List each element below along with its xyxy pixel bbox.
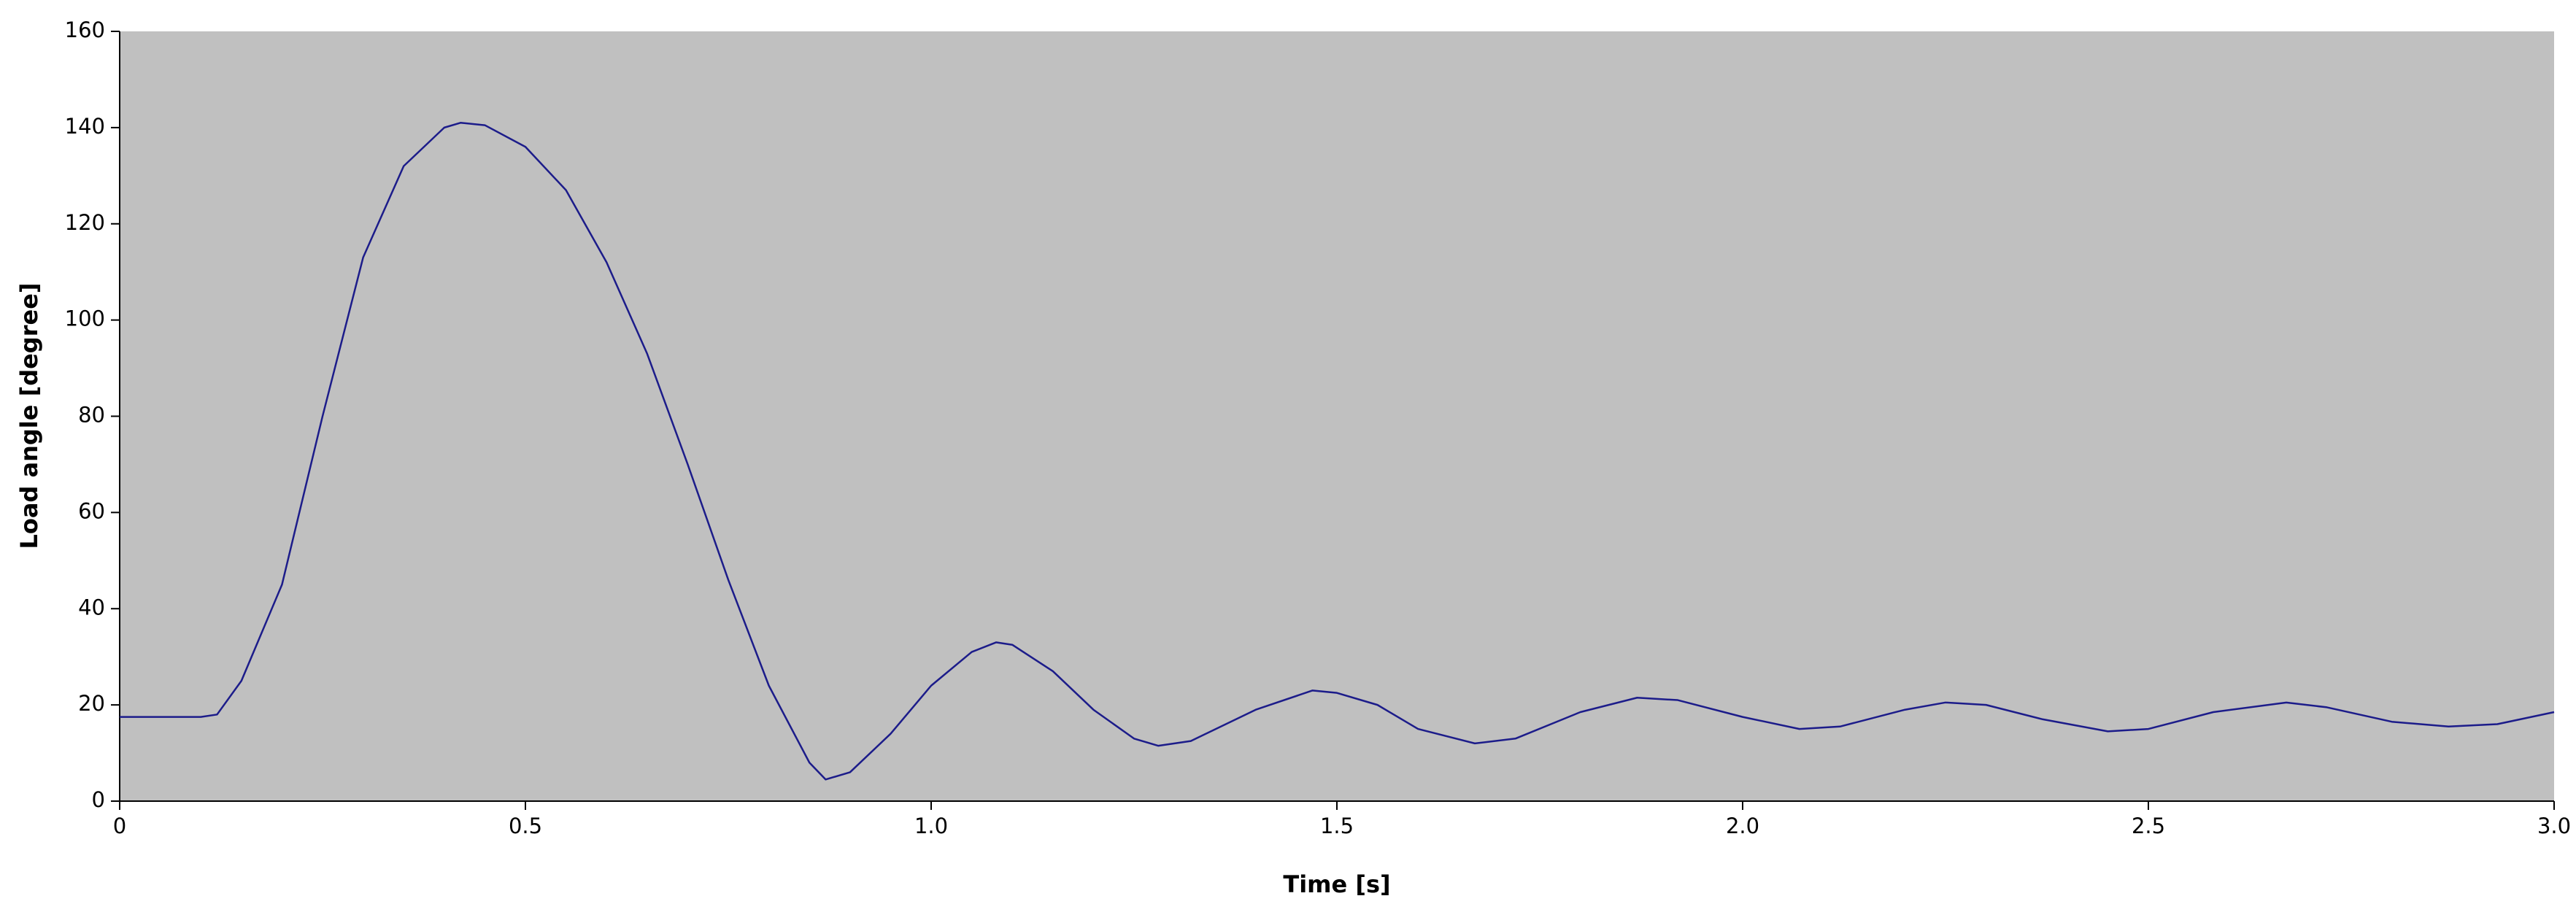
x-tick-label: 2.5 (2132, 814, 2165, 838)
y-tick-label: 160 (65, 18, 105, 42)
y-tick-label: 140 (65, 114, 105, 139)
x-tick-label: 0 (113, 814, 126, 838)
y-tick-label: 40 (78, 595, 105, 619)
y-tick-label: 60 (78, 498, 105, 523)
x-axis-label: Time [s] (1283, 870, 1390, 898)
series-line (120, 122, 2555, 781)
y-tick-label: 120 (65, 210, 105, 235)
x-tick-label: 1.5 (1320, 814, 1354, 838)
x-tick-label: 1.0 (914, 814, 948, 838)
x-tick-label: 0.5 (509, 814, 542, 838)
y-tick-label: 20 (78, 691, 105, 716)
y-axis-label: Load angle [degree] (15, 282, 43, 549)
x-tick-label: 2.0 (1726, 814, 1759, 838)
y-tick-label: 100 (65, 306, 105, 331)
y-tick-label: 0 (92, 787, 105, 812)
plot-area (120, 31, 2554, 801)
y-tick-label: 80 (78, 403, 105, 428)
x-tick-label: 3.0 (2537, 814, 2571, 838)
